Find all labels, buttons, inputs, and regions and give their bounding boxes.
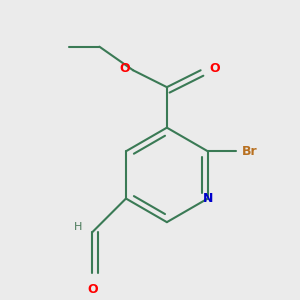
Text: Br: Br [242,145,257,158]
Text: O: O [119,62,130,75]
Text: N: N [202,192,213,205]
Text: O: O [209,62,220,75]
Text: O: O [87,283,98,296]
Text: H: H [74,222,82,232]
